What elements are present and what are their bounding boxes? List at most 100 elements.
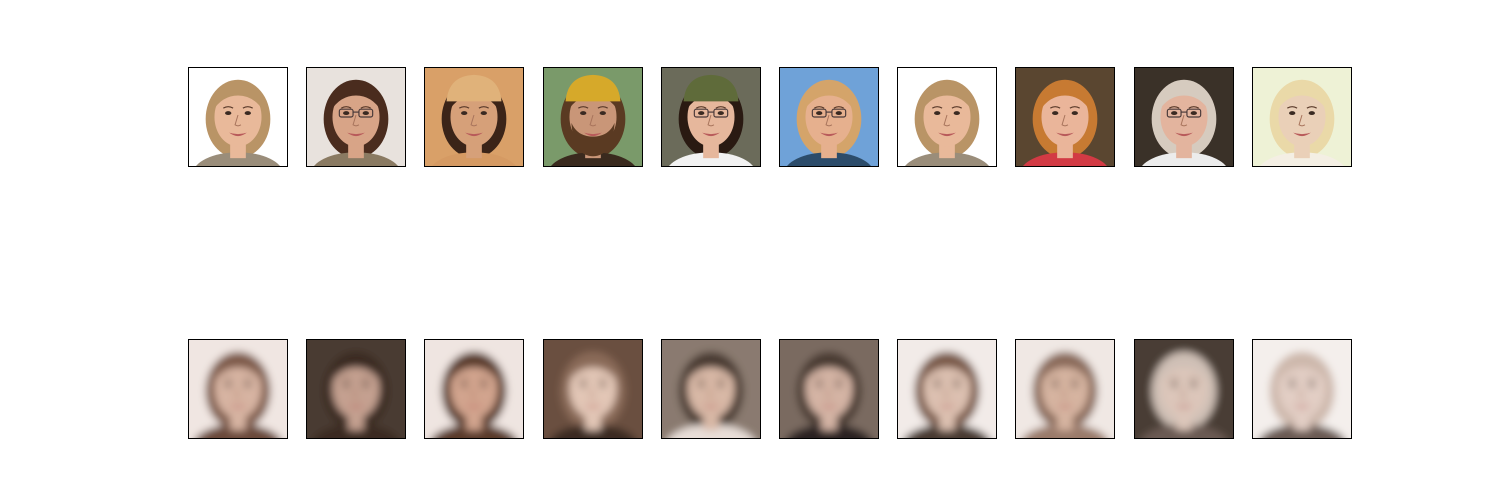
right-eye [1071,383,1078,388]
right-brow [715,378,727,381]
shoulders [1142,152,1226,166]
face [1041,359,1089,419]
face [805,359,853,419]
face-image [307,68,405,166]
shoulders [787,424,871,438]
left-brow [813,106,825,109]
reconstructed-face-3 [424,339,524,439]
nose [1180,114,1188,127]
reconstructed-face-10 [1252,339,1352,439]
face [805,87,853,147]
shoulders [196,152,280,166]
hair-top [685,354,737,384]
hair-top [1158,82,1210,112]
reconstructed-face-1 [188,339,288,439]
mouth [347,132,365,137]
glasses-left [1166,108,1182,118]
original-face-2 [306,67,406,167]
left-eye [698,111,705,116]
nose [943,386,951,399]
left-eye [461,111,468,116]
right-brow [597,378,609,381]
face-image [544,68,642,166]
shoulders [1023,152,1107,166]
shoulders [432,152,516,166]
left-eye [698,383,705,388]
face-image [662,340,760,438]
shoulders [669,152,753,166]
right-brow [833,378,845,381]
right-eye [599,111,606,116]
left-eye [1052,383,1059,388]
nose [1061,114,1069,127]
nose [1061,386,1069,399]
left-eye [461,383,468,388]
right-brow [597,106,609,109]
hair-top [212,354,264,384]
reconstructed-images-row [188,339,1352,439]
right-brow [478,378,490,381]
left-eye [816,383,823,388]
original-face-5 [661,67,761,167]
reconstructed-face-8 [1015,339,1115,439]
left-brow [222,106,234,109]
original-face-3 [424,67,524,167]
hair-top [330,82,382,112]
face-image [307,340,405,438]
face [214,359,262,419]
nose [470,386,478,399]
mouth [584,132,602,137]
right-eye [835,383,842,388]
face-image [898,68,996,166]
nose [1298,114,1306,127]
beard [571,122,615,157]
original-face-4 [543,67,643,167]
left-eye [816,111,823,116]
right-brow [833,106,845,109]
face-image [780,68,878,166]
nose [589,386,597,399]
mouth [938,404,956,409]
right-eye [717,111,724,116]
left-eye [1171,383,1178,388]
hat [683,74,739,102]
mouth [820,132,838,137]
mouth [1175,132,1193,137]
mouth [465,404,483,409]
glasses-right [1186,108,1202,118]
right-eye [1190,111,1197,116]
mouth [1056,404,1074,409]
face-image [1135,68,1233,166]
right-brow [1188,106,1200,109]
face-image [1135,340,1233,438]
right-eye [599,383,606,388]
mouth [702,132,720,137]
mouth [702,404,720,409]
right-eye [1190,383,1197,388]
left-brow [340,378,352,381]
mouth [229,132,247,137]
face [923,359,971,419]
face-image [1016,340,1114,438]
reconstructed-face-5 [661,339,761,439]
left-brow [695,106,707,109]
original-images-row [188,67,1352,167]
hair-top [921,354,973,384]
face-image [1253,68,1351,166]
right-eye [362,111,369,116]
shoulders [1260,424,1344,438]
original-face-7 [897,67,997,167]
shoulders [196,424,280,438]
original-face-9 [1134,67,1234,167]
glasses-left [693,108,709,118]
mouth [938,132,956,137]
shoulders [314,152,398,166]
right-eye [244,111,251,116]
shoulders [1023,424,1107,438]
nose [1298,386,1306,399]
left-eye [343,383,350,388]
left-brow [458,106,470,109]
right-eye [1308,383,1315,388]
shoulders [1260,152,1344,166]
left-brow [222,378,234,381]
